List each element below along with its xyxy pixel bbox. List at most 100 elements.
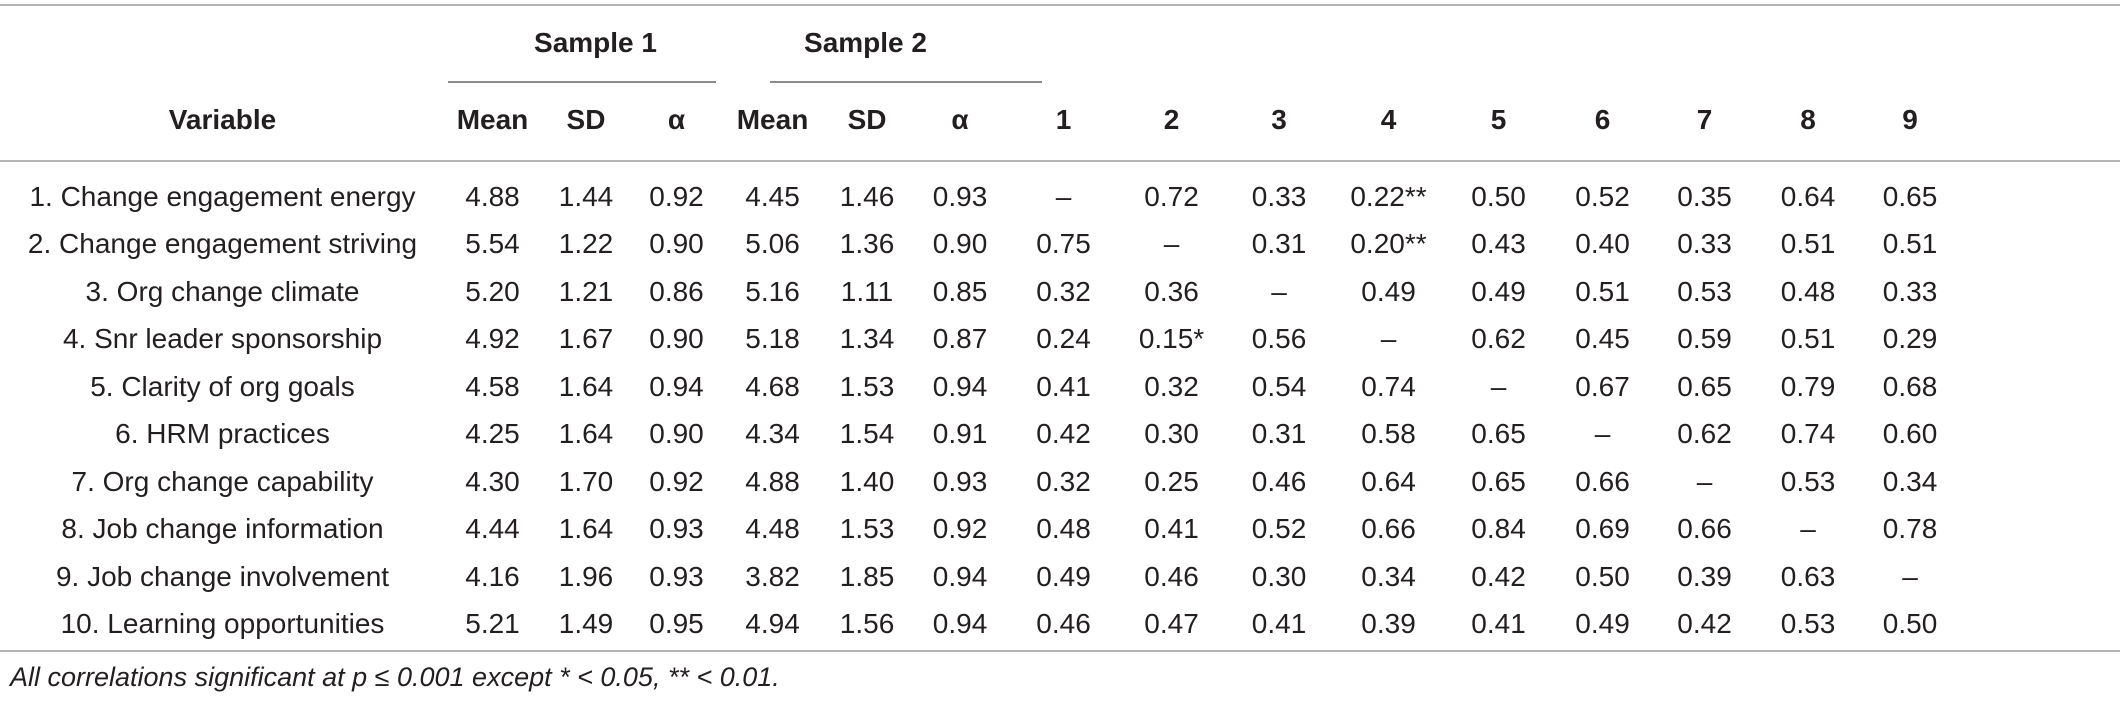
table-cell: 1.64 bbox=[558, 513, 614, 545]
table-cell: 0.29 bbox=[1882, 323, 1938, 355]
table-cell: 0.24 bbox=[1036, 323, 1091, 355]
table-cell: 0.45 bbox=[1575, 323, 1630, 355]
table-cell: 0.62 bbox=[1471, 323, 1526, 355]
table-cell: 0.63 bbox=[1780, 560, 1836, 592]
table-cell: 0.64 bbox=[1780, 180, 1836, 212]
table-cell: 0.93 bbox=[932, 465, 988, 497]
table-cell: – bbox=[1380, 323, 1397, 355]
table-cell: 0.49 bbox=[1036, 560, 1091, 592]
table-cell: 0.54 bbox=[1960, 411, 2120, 459]
table-row: 9. Job change involvement 4.16 1.96 0.93 3.8… bbox=[0, 553, 2120, 601]
table-cell: 4.30 bbox=[465, 465, 520, 497]
column-header-2: 2 bbox=[1163, 103, 1180, 135]
table-cell: 0.59 bbox=[1960, 173, 2120, 221]
table-cell: 0.74 bbox=[1780, 418, 1836, 450]
table-cell: 0.68 bbox=[1882, 370, 1938, 402]
table-cell: 0.32 bbox=[1036, 465, 1091, 497]
table-cell: 0.32 bbox=[1036, 275, 1091, 307]
table-cell: 0.49 bbox=[1471, 275, 1526, 307]
table-cell: 0.51 bbox=[1780, 323, 1836, 355]
variable-name-cell: 2. Change engagement striving bbox=[27, 228, 418, 260]
table-cell: 4.44 bbox=[465, 513, 520, 545]
table-cell: 0.65 bbox=[1677, 370, 1732, 402]
table-cell: 0.24** bbox=[1960, 316, 2120, 364]
table-cell: 0.58 bbox=[1361, 418, 1416, 450]
table-cell: 0.65 bbox=[1471, 465, 1526, 497]
table-cell: 1.40 bbox=[839, 465, 895, 497]
table-cell: 0.87 bbox=[932, 323, 988, 355]
table-cell: 0.60 bbox=[1882, 418, 1938, 450]
table-footnote: All correlations significant at p ≤ 0.00… bbox=[10, 662, 780, 692]
table-cell: 0.39 bbox=[1960, 268, 2120, 316]
table-cell: 1.46 bbox=[839, 180, 895, 212]
table-cell: 0.34 bbox=[1361, 560, 1416, 592]
table-cell: 0.50 bbox=[1882, 608, 1938, 640]
table-cell: 4.88 bbox=[745, 465, 800, 497]
table-cell: 1.34 bbox=[839, 323, 895, 355]
table-cell: 5.18 bbox=[745, 323, 800, 355]
table-cell: 0.56 bbox=[1251, 323, 1307, 355]
table-cell: 0.92 bbox=[932, 513, 988, 545]
column-header-s1-mean: Mean bbox=[456, 103, 529, 135]
table-cell: 4.34 bbox=[745, 418, 800, 450]
table-cell: 0.94 bbox=[932, 560, 988, 592]
table-cell: 0.66 bbox=[1361, 513, 1416, 545]
table-cell: 0.95 bbox=[649, 608, 704, 640]
group-header-sample-2: Sample 2 bbox=[804, 27, 927, 58]
variable-name-cell: 5. Clarity of org goals bbox=[90, 370, 355, 402]
table-cell: 0.46 bbox=[1144, 560, 1199, 592]
table-cell: – bbox=[1271, 275, 1287, 307]
table-cell: 4.25 bbox=[465, 418, 520, 450]
sample-2-group-rule bbox=[770, 81, 1042, 83]
table-cell: – bbox=[1490, 370, 1507, 402]
column-header-variable: Variable bbox=[168, 103, 277, 135]
table-cell: 5.06 bbox=[745, 228, 800, 260]
table-cell: 0.37 bbox=[1960, 458, 2120, 506]
table-cell: 0.62 bbox=[1677, 418, 1732, 450]
table-cell: 0.47 bbox=[1960, 363, 2120, 411]
table-cell: 0.42 bbox=[1471, 560, 1526, 592]
column-header-3: 3 bbox=[1271, 103, 1287, 135]
table-cell: 0.90 bbox=[649, 418, 704, 450]
table-row: 8. Job change information 4.44 1.64 0.93 4.4… bbox=[0, 506, 2120, 554]
table-cell: 0.90 bbox=[649, 323, 704, 355]
table-row: 6. HRM practices 4.25 1.64 0.90 4.34 1.54 0.91… bbox=[0, 411, 2120, 459]
table-cell: 0.85 bbox=[932, 275, 988, 307]
table-cell: 3.82 bbox=[745, 560, 800, 592]
table-cell: 0.46 bbox=[1251, 465, 1307, 497]
table-cell: 0.66 bbox=[1575, 465, 1630, 497]
table-cell: 0.39 bbox=[1361, 608, 1416, 640]
table-cell: – bbox=[1163, 228, 1180, 260]
table-row: 4. Snr leader sponsorship 4.92 1.67 0.90 5.1… bbox=[0, 316, 2120, 364]
table-cell: 0.93 bbox=[932, 180, 988, 212]
table-cell: 1.64 bbox=[558, 418, 614, 450]
variable-name-cell: 10. Learning opportunities bbox=[60, 608, 385, 640]
table-row: 7. Org change capability 4.30 1.70 0.92 4.88… bbox=[0, 458, 2120, 506]
column-header-6: 6 bbox=[1594, 103, 1611, 135]
table-cell: 0.90 bbox=[932, 228, 988, 260]
table-cell: 0.15* bbox=[1138, 323, 1205, 355]
table-cell: 0.41 bbox=[1251, 608, 1307, 640]
table-cell: 1.11 bbox=[840, 275, 894, 307]
table-cell: 0.31 bbox=[1251, 228, 1307, 260]
column-header-10: 10 bbox=[1960, 86, 2120, 153]
table-row: 10. Learning opportunities 5.21 1.49 0.95 4.… bbox=[0, 601, 2120, 649]
table-cell: 0.33 bbox=[1251, 180, 1307, 212]
table-cell: 0.66 bbox=[1677, 513, 1732, 545]
column-header-4: 4 bbox=[1380, 103, 1397, 135]
table-cell: – bbox=[1800, 513, 1816, 545]
table-cell: 0.79 bbox=[1780, 370, 1836, 402]
table-cell: 0.48 bbox=[1780, 275, 1836, 307]
table-cell: 0.41 bbox=[1144, 513, 1199, 545]
table-cell: 0.20** bbox=[1350, 228, 1427, 260]
group-header-sample-1: Sample 1 bbox=[534, 27, 657, 58]
table-cell: 0.61 bbox=[1960, 221, 2120, 269]
bottom-rule bbox=[0, 650, 2120, 652]
table-cell: 1.53 bbox=[839, 513, 895, 545]
table-cell: 0.36 bbox=[1144, 275, 1199, 307]
column-header-8: 8 bbox=[1800, 103, 1816, 135]
table-row: 3. Org change climate 5.20 1.21 0.86 5.16 1.1… bbox=[0, 268, 2120, 316]
table-cell: 1.96 bbox=[558, 560, 614, 592]
table-cell: 0.41 bbox=[1036, 370, 1091, 402]
variable-name-cell: 1. Change engagement energy bbox=[29, 180, 416, 212]
